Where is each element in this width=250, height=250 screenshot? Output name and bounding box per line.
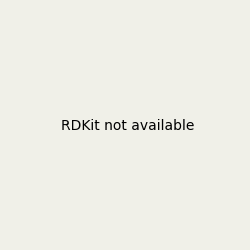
Text: RDKit not available: RDKit not available — [62, 119, 195, 133]
